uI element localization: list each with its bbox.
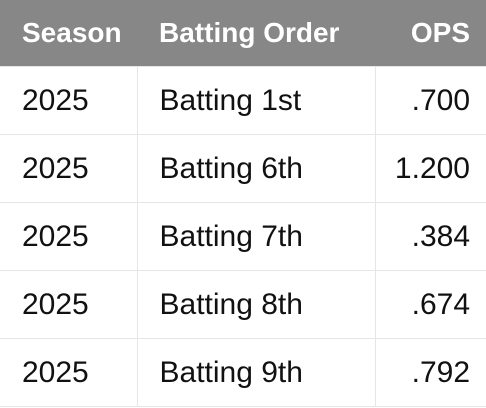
table-row: 2025 Batting 7th .384 <box>0 202 486 271</box>
table-cell: 2025 <box>0 338 138 407</box>
table-cell: .384 <box>374 202 486 271</box>
table-cell: Batting 7th <box>136 202 376 271</box>
column-header: OPS <box>375 0 486 67</box>
table-cell: 2025 <box>0 270 138 339</box>
table-cell: Batting 8th <box>136 270 376 339</box>
table-cell: Batting 1st <box>136 66 376 135</box>
table-cell: .674 <box>374 270 486 339</box>
table-cell: Batting 9th <box>136 338 376 407</box>
table-cell: 1.200 <box>374 134 486 203</box>
table-header: Season Batting Order OPS <box>0 0 486 67</box>
table-cell: .700 <box>374 66 486 135</box>
table-cell: 2025 <box>0 202 138 271</box>
table-row: 2025 Batting 9th .792 <box>0 338 486 407</box>
table-row: 2025 Batting 8th .674 <box>0 270 486 339</box>
table-body: 2025 Batting 1st .700 2025 Batting 6th 1.200 2… <box>0 66 486 407</box>
column-header: Batting Order <box>137 0 375 67</box>
header-row: Season Batting Order OPS <box>0 0 486 67</box>
table-cell: 2025 <box>0 66 138 135</box>
table-row: 2025 Batting 6th 1.200 <box>0 134 486 203</box>
table-row: 2025 Batting 1st .700 <box>0 66 486 135</box>
table-cell: 2025 <box>0 134 138 203</box>
table-cell: Batting 6th <box>136 134 376 203</box>
column-header: Season <box>0 0 137 67</box>
table-cell: .792 <box>374 338 486 407</box>
